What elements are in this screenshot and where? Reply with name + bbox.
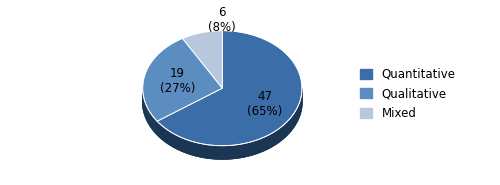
Legend: Quantitative, Qualitative, Mixed: Quantitative, Qualitative, Mixed <box>360 68 456 120</box>
Polygon shape <box>142 38 222 121</box>
Text: 47
(65%): 47 (65%) <box>247 90 282 118</box>
Polygon shape <box>142 88 302 159</box>
Text: 6
(8%): 6 (8%) <box>208 6 236 34</box>
Text: 19
(27%): 19 (27%) <box>160 67 195 95</box>
Polygon shape <box>142 89 157 134</box>
Polygon shape <box>157 31 302 146</box>
Polygon shape <box>182 31 222 88</box>
Polygon shape <box>157 90 302 159</box>
Ellipse shape <box>142 44 302 159</box>
